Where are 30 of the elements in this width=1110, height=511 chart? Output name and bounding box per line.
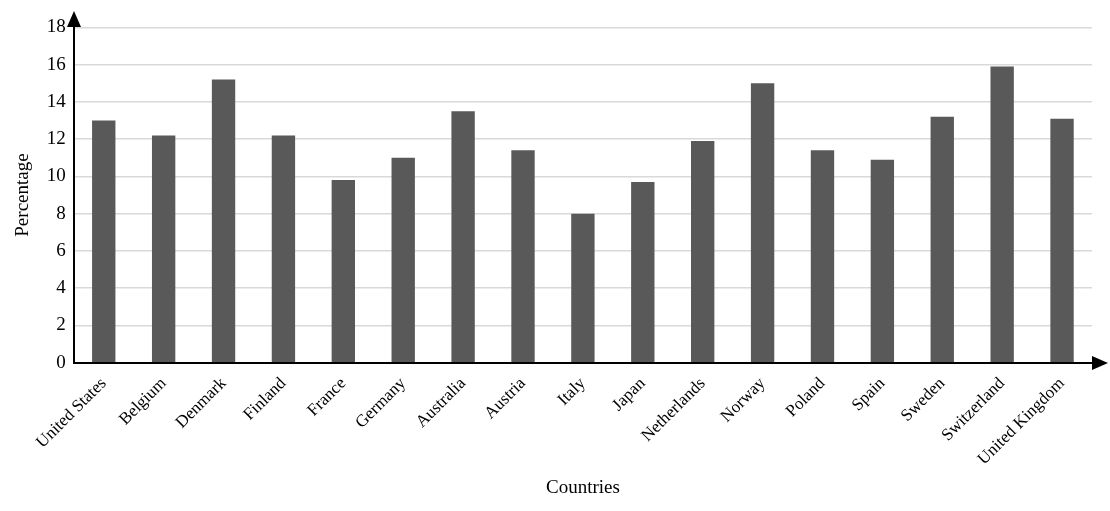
bar <box>451 111 475 362</box>
y-axis-title: Percentage <box>11 153 33 237</box>
x-tick-label: Italy <box>553 373 590 409</box>
bar <box>92 120 116 362</box>
y-tick-label: 12 <box>46 127 66 149</box>
y-tick-label: 10 <box>46 164 66 186</box>
y-tick-label: 2 <box>56 313 66 335</box>
y-tick-label: 4 <box>56 276 67 298</box>
bar <box>511 150 535 362</box>
bar <box>810 150 835 362</box>
y-tick-label: 16 <box>46 52 66 74</box>
y-tick-label: 0 <box>56 350 66 372</box>
y-tick-label: 18 <box>46 15 66 37</box>
bar <box>691 141 715 362</box>
bar <box>391 157 415 362</box>
bar <box>151 135 176 362</box>
bar <box>571 213 595 362</box>
bar <box>631 181 655 362</box>
bar <box>271 135 296 362</box>
bar <box>870 159 895 362</box>
bar <box>331 180 355 362</box>
x-axis-title: Countries <box>545 475 620 497</box>
bar <box>930 116 954 362</box>
bar <box>1050 118 1074 362</box>
bar <box>750 83 775 362</box>
y-tick-label: 6 <box>56 238 66 260</box>
y-tick-label: 14 <box>46 89 67 111</box>
bar <box>990 66 1014 362</box>
y-tick-label: 8 <box>56 201 66 223</box>
bar <box>211 79 236 362</box>
